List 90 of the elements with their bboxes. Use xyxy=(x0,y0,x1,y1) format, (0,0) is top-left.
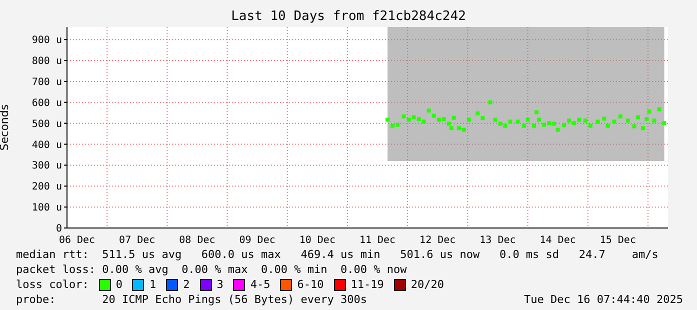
x-tick-label: 15 Dec xyxy=(600,235,636,246)
y-tick-label: 400 u xyxy=(32,140,62,151)
y-tick-label: 100 u xyxy=(32,202,62,214)
text: packet loss: 0.00 % avg 0.00 % max 0.00 % min 0.00 % now xyxy=(16,262,408,277)
legend-label: 11-19 xyxy=(350,277,384,292)
point xyxy=(390,124,395,128)
point xyxy=(562,123,566,128)
x-tick-label: 11 Dec xyxy=(359,235,396,246)
point xyxy=(657,107,662,112)
point xyxy=(572,121,576,126)
x-tick-label: 13 Dec xyxy=(480,235,516,246)
point xyxy=(588,124,592,128)
point xyxy=(466,118,471,122)
point xyxy=(522,124,526,128)
point xyxy=(386,118,390,122)
y-tick-label: 300 u xyxy=(32,160,62,172)
point xyxy=(426,108,431,113)
legend-label: 6-10 xyxy=(297,277,324,292)
point xyxy=(640,126,645,130)
point xyxy=(542,122,546,127)
x-tick-label: 07 Dec xyxy=(119,235,156,246)
point xyxy=(567,118,572,123)
point xyxy=(422,120,426,124)
point xyxy=(498,122,502,126)
point xyxy=(416,117,421,122)
text: probe: 20 ICMP Echo Pings (56 Bytes) every 300s xyxy=(16,292,367,307)
y-axis-title: Seconds xyxy=(0,104,11,151)
point xyxy=(412,115,416,120)
x-tick-label: 12 Dec xyxy=(420,235,456,246)
point xyxy=(396,122,400,127)
point xyxy=(662,121,666,126)
y-tick-label: 0 xyxy=(56,224,62,235)
point xyxy=(547,121,552,126)
point xyxy=(632,124,636,128)
point xyxy=(596,120,600,124)
point xyxy=(602,116,606,121)
x-tick-label: 06 Dec xyxy=(58,235,96,246)
point xyxy=(636,115,640,120)
point xyxy=(556,128,560,132)
y-tick-label: 700 u xyxy=(32,76,62,88)
point xyxy=(644,117,649,122)
point xyxy=(516,120,520,124)
legend-label: 20/20 xyxy=(410,277,444,292)
point xyxy=(432,114,436,118)
x-tick-label: 09 Dec xyxy=(239,235,276,246)
point xyxy=(436,118,441,122)
point xyxy=(537,118,542,122)
point xyxy=(456,126,461,130)
point xyxy=(476,111,480,116)
point xyxy=(577,118,582,122)
point xyxy=(626,118,630,123)
point xyxy=(442,117,446,122)
point xyxy=(452,116,456,120)
point xyxy=(618,114,622,118)
y-tick-label: 900 u xyxy=(32,35,62,46)
y-tick-label: 600 u xyxy=(32,98,62,109)
point xyxy=(652,118,656,123)
chart-title: Last 10 Days from f21cb284c242 xyxy=(230,8,467,26)
x-tick-label: 08 Dec xyxy=(179,235,216,246)
point xyxy=(406,118,411,122)
point xyxy=(606,124,610,128)
point xyxy=(532,124,536,128)
point xyxy=(446,122,451,126)
point xyxy=(526,118,530,122)
legend-label: 1 xyxy=(149,277,156,292)
x-tick-label: 14 Dec xyxy=(540,235,576,246)
legend-label: 4-5 xyxy=(250,277,270,292)
legend-title: loss color: xyxy=(16,277,89,292)
point xyxy=(488,100,492,104)
legend-label: 0 xyxy=(116,277,122,292)
point xyxy=(449,126,454,130)
point xyxy=(508,120,512,124)
text: median rtt: 511.5 us avg 600.0 us max 469.4 us min 501.6 us now 0.0 ms sd 24.7 am/s xyxy=(16,247,660,262)
point xyxy=(493,118,498,122)
y-tick-label: 500 u xyxy=(32,118,62,130)
point xyxy=(402,114,406,118)
legend-label: 2 xyxy=(183,277,190,292)
point xyxy=(534,110,539,114)
point xyxy=(583,118,588,123)
point xyxy=(552,122,556,126)
point xyxy=(612,120,616,124)
y-tick-label: 200 u xyxy=(32,182,62,193)
legend-label: 3 xyxy=(216,277,224,292)
point xyxy=(462,128,466,132)
point xyxy=(647,110,652,114)
x-tick-label: 10 Dec xyxy=(299,235,336,246)
text: Tue Dec 16 07:44:40 2025 xyxy=(524,292,683,307)
point xyxy=(480,116,485,120)
y-tick-label: 800 u xyxy=(32,56,62,68)
point xyxy=(503,124,508,128)
